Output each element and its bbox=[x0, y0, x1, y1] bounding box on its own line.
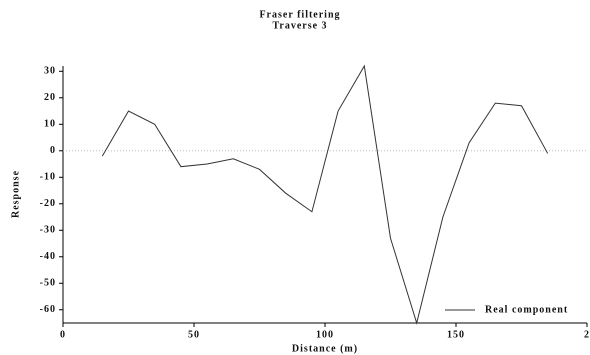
chart-subtitle: Traverse 3 bbox=[272, 20, 327, 31]
y-tick-label: -30 bbox=[40, 225, 56, 236]
x-tick-label: 2 bbox=[584, 329, 590, 340]
x-tick-label: 0 bbox=[60, 329, 66, 340]
y-axis-label: Response bbox=[10, 170, 21, 218]
y-tick-label: -40 bbox=[40, 251, 56, 262]
legend-label: Real component bbox=[485, 304, 568, 315]
x-tick-label: 50 bbox=[188, 329, 200, 340]
y-tick-label: -20 bbox=[40, 198, 56, 209]
y-tick-label: 0 bbox=[50, 145, 56, 156]
y-tick-label: 30 bbox=[44, 66, 56, 77]
y-tick-label: 20 bbox=[44, 92, 56, 103]
y-tick-label: -10 bbox=[40, 172, 56, 183]
x-tick-label: 150 bbox=[447, 329, 465, 340]
chart-title: Fraser filtering bbox=[259, 9, 340, 20]
series-line bbox=[101, 64, 549, 325]
y-tick-label: -50 bbox=[40, 278, 56, 289]
y-tick-label: -60 bbox=[40, 304, 56, 315]
x-tick-label: 100 bbox=[316, 329, 334, 340]
y-tick-label: 10 bbox=[44, 119, 56, 130]
x-axis-label: Distance (m) bbox=[292, 343, 358, 354]
